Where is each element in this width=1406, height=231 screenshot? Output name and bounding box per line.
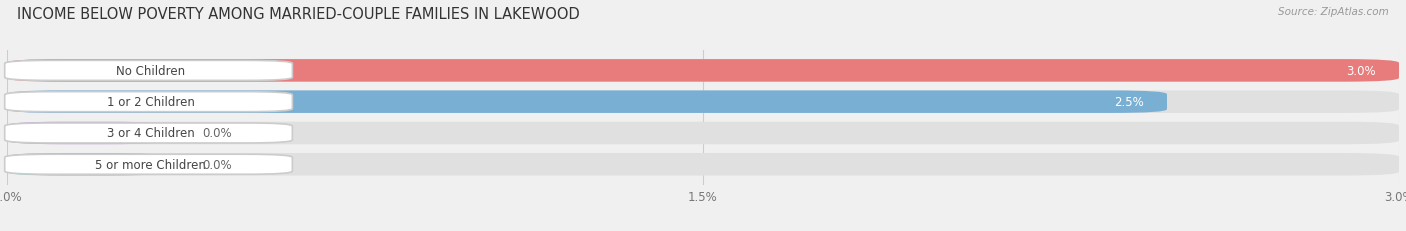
Text: 1 or 2 Children: 1 or 2 Children (107, 96, 195, 109)
FancyBboxPatch shape (7, 91, 1399, 113)
FancyBboxPatch shape (4, 61, 292, 81)
Text: 0.0%: 0.0% (202, 127, 232, 140)
Text: 3 or 4 Children: 3 or 4 Children (107, 127, 195, 140)
FancyBboxPatch shape (4, 92, 292, 112)
Text: INCOME BELOW POVERTY AMONG MARRIED-COUPLE FAMILIES IN LAKEWOOD: INCOME BELOW POVERTY AMONG MARRIED-COUPL… (17, 7, 579, 22)
FancyBboxPatch shape (7, 122, 166, 145)
Text: Source: ZipAtlas.com: Source: ZipAtlas.com (1278, 7, 1389, 17)
Text: 5 or more Children: 5 or more Children (96, 158, 207, 171)
FancyBboxPatch shape (7, 122, 1399, 145)
FancyBboxPatch shape (7, 153, 1399, 176)
FancyBboxPatch shape (4, 123, 292, 143)
Text: No Children: No Children (117, 65, 186, 78)
FancyBboxPatch shape (7, 60, 1399, 82)
FancyBboxPatch shape (7, 60, 1399, 82)
FancyBboxPatch shape (7, 153, 166, 176)
FancyBboxPatch shape (7, 91, 1167, 113)
Text: 2.5%: 2.5% (1114, 96, 1144, 109)
FancyBboxPatch shape (4, 155, 292, 174)
Text: 3.0%: 3.0% (1346, 65, 1376, 78)
Text: 0.0%: 0.0% (202, 158, 232, 171)
